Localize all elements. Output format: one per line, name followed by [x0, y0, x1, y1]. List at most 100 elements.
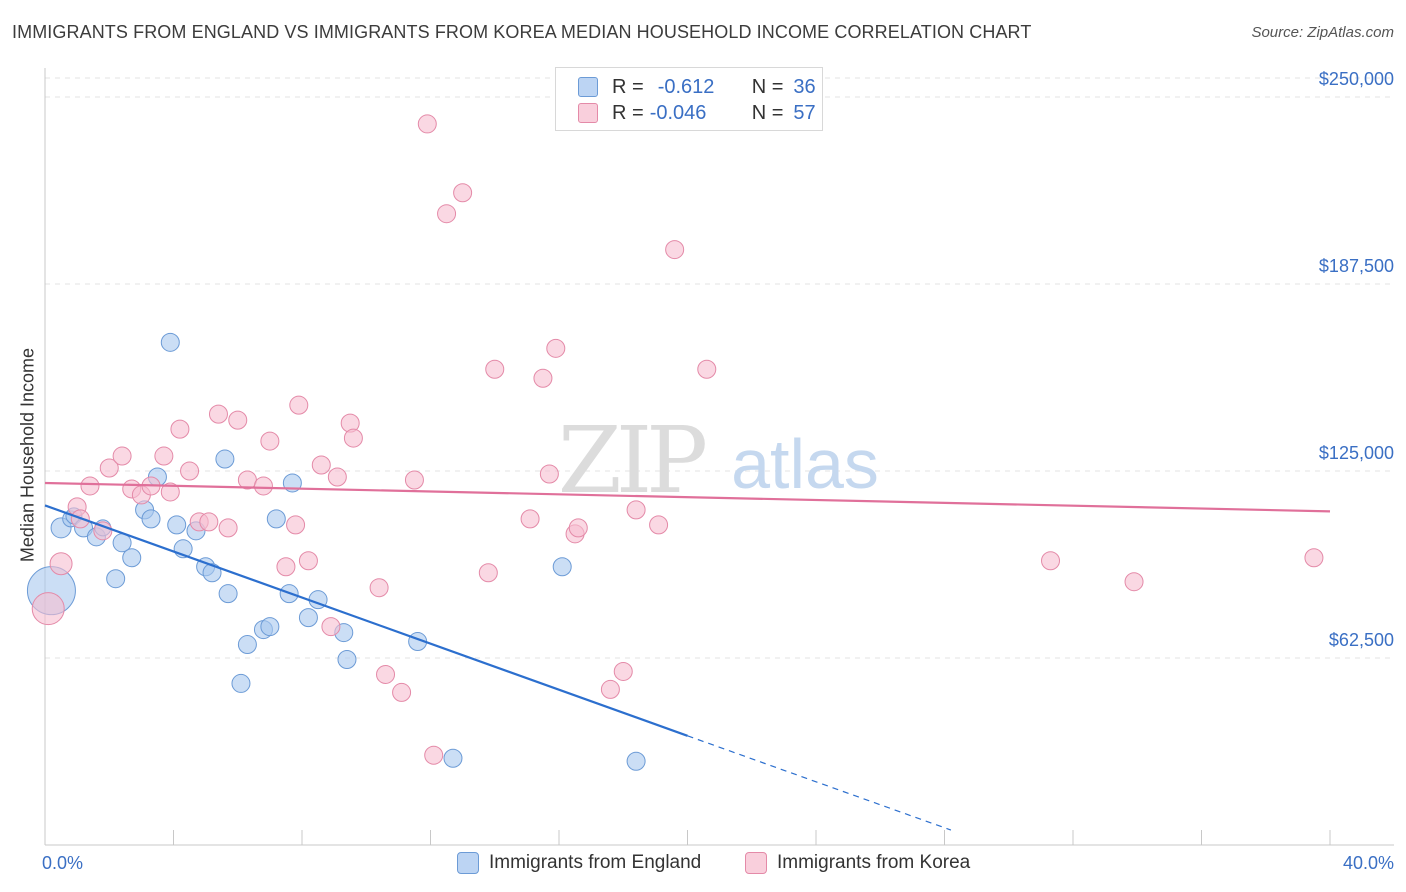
korea-point: [478, 563, 498, 583]
korea-point: [453, 183, 473, 203]
england-point: [167, 515, 187, 535]
korea-point: [697, 359, 717, 379]
korea-point: [49, 552, 73, 576]
england-swatch: [578, 77, 598, 97]
korea-swatch: [578, 103, 598, 123]
korea-point: [568, 518, 588, 538]
england-point: [266, 509, 286, 529]
england-r-value: -0.612: [657, 75, 715, 98]
korea-point: [649, 515, 669, 535]
legend-england-label: Immigrants from England: [489, 852, 702, 873]
england-point: [626, 751, 646, 771]
tick-label-layer: 0.0% 40.0% $62,500 $125,000 $187,500 $250,0…: [42, 69, 1394, 873]
korea-point: [99, 458, 119, 478]
trend-layer: [44, 481, 1331, 831]
korea-point: [424, 745, 444, 765]
korea-point: [1304, 548, 1324, 568]
korea-point: [1041, 551, 1061, 571]
source-credit: Source: ZipAtlas.com: [1251, 24, 1394, 41]
legend-item-england: Immigrants from England: [457, 852, 701, 874]
korea-point: [321, 617, 341, 637]
korea-point: [286, 515, 306, 535]
korea-point: [533, 368, 553, 388]
korea-point: [154, 446, 174, 466]
england-r-label: R =: [612, 75, 644, 98]
england-point: [231, 673, 251, 693]
korea-point: [613, 661, 633, 681]
england-point: [237, 635, 257, 655]
grid-layer: [45, 77, 1394, 659]
korea-point: [260, 431, 280, 451]
england-point: [122, 548, 142, 568]
korea-point: [376, 664, 396, 684]
england-trend-extension: [687, 735, 952, 831]
y-tick-label: $250,000: [1319, 69, 1394, 89]
korea-point: [276, 557, 296, 577]
korea-point: [539, 464, 559, 484]
legend-item-korea: Immigrants from Korea: [745, 852, 970, 874]
korea-point: [199, 512, 219, 532]
legend-korea-swatch: [745, 852, 767, 874]
korea-r-label: R =: [612, 101, 644, 124]
korea-point: [253, 476, 273, 496]
england-point: [260, 617, 280, 637]
korea-point: [546, 338, 566, 358]
legend-england-swatch: [457, 852, 479, 874]
korea-point: [369, 578, 389, 598]
england-point: [141, 509, 161, 529]
korea-point: [160, 482, 180, 502]
series-legend: Immigrants from England Immigrants from …: [0, 852, 1406, 878]
x-tick-label-max: 40.0%: [1343, 853, 1394, 873]
england-point: [337, 649, 357, 669]
korea-point: [93, 521, 113, 541]
korea-point: [417, 114, 437, 134]
korea-point: [626, 500, 646, 520]
axis-layer: [44, 68, 1394, 846]
korea-n-value: 57: [793, 101, 816, 124]
korea-point: [600, 679, 620, 699]
england-n-label: N =: [751, 75, 784, 98]
korea-point: [392, 682, 412, 702]
points-layer: [26, 114, 1324, 771]
korea-point: [327, 467, 347, 487]
legend-korea-label: Immigrants from Korea: [777, 852, 971, 873]
korea-point: [437, 204, 457, 224]
korea-point: [180, 461, 200, 481]
korea-point: [1124, 572, 1144, 592]
watermark-atlas: atlas: [731, 425, 879, 503]
korea-point: [208, 404, 228, 424]
legend-row-korea: R = -0.046 N = 57: [578, 100, 816, 126]
england-n-value: 36: [793, 75, 816, 98]
y-axis-label: Median Household Income: [17, 347, 38, 563]
korea-point: [404, 470, 424, 490]
x-tick-label-min: 0.0%: [42, 853, 83, 873]
y-tick-label: $187,500: [1319, 256, 1394, 276]
england-point: [443, 748, 463, 768]
korea-point: [170, 419, 190, 439]
england-point: [215, 449, 235, 469]
korea-point: [228, 410, 248, 430]
england-point: [202, 563, 222, 583]
korea-point: [343, 428, 363, 448]
korea-point: [80, 476, 100, 496]
korea-point: [112, 446, 132, 466]
korea-point: [289, 395, 309, 415]
chart-title: IMMIGRANTS FROM ENGLAND VS IMMIGRANTS FR…: [12, 22, 1032, 42]
england-point: [218, 584, 238, 604]
england-trend-line: [44, 504, 688, 737]
korea-point: [31, 592, 65, 626]
korea-point: [485, 359, 505, 379]
korea-point: [298, 551, 318, 571]
england-point: [160, 332, 180, 352]
korea-r-value: -0.046: [649, 101, 707, 124]
y-tick-label: $62,500: [1329, 630, 1394, 650]
korea-trend-line: [44, 481, 1331, 513]
correlation-legend: R = -0.612 N = 36 R = -0.046 N = 57: [555, 67, 823, 131]
england-point: [106, 569, 126, 589]
england-point: [298, 608, 318, 628]
y-tick-label: $125,000: [1319, 443, 1394, 463]
korea-point: [218, 518, 238, 538]
korea-point: [665, 240, 685, 260]
legend-row-england: R = -0.612 N = 36: [578, 74, 816, 100]
